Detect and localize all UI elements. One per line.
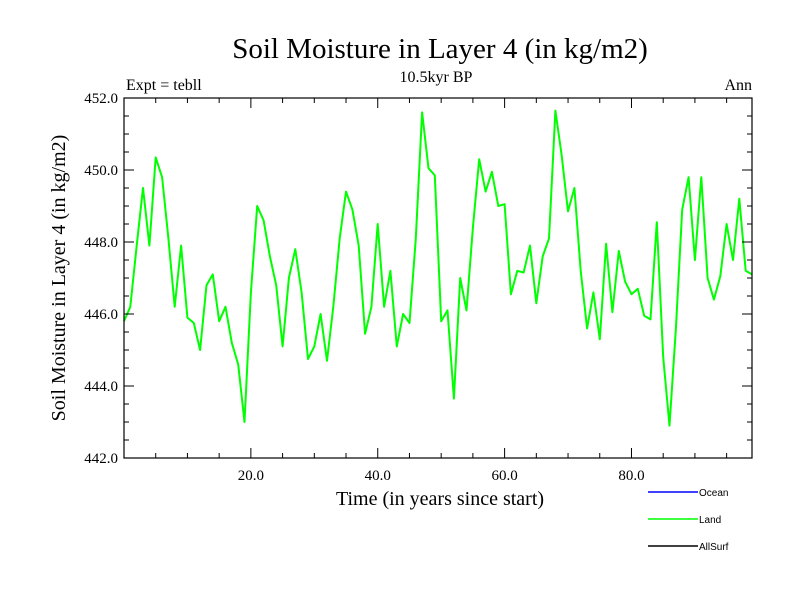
x-tick-label: 20.0 bbox=[238, 468, 264, 484]
y-tick-label: 452.0 bbox=[84, 91, 118, 107]
chart-subtitle: 10.5kyr BP bbox=[400, 69, 473, 86]
plot-frame bbox=[123, 97, 753, 459]
y-tick-label: 444.0 bbox=[84, 379, 118, 395]
y-tick-label: 448.0 bbox=[84, 235, 118, 251]
y-axis-label: Soil Moisture in Layer 4 (in kg/m2) bbox=[48, 135, 70, 422]
legend-label-allsurf: AllSurf bbox=[699, 542, 729, 553]
legend-label-ocean: Ocean bbox=[699, 488, 728, 499]
legend: Ocean Land AllSurf bbox=[648, 488, 729, 553]
x-axis-label: Time (in years since start) bbox=[336, 488, 544, 510]
x-tick-label: 40.0 bbox=[365, 468, 391, 484]
chart-title: Soil Moisture in Layer 4 (in kg/m2) bbox=[232, 33, 648, 65]
experiment-label: Expt = tebll bbox=[126, 77, 202, 94]
y-tick-label: 450.0 bbox=[84, 163, 118, 179]
y-tick-label: 446.0 bbox=[84, 307, 118, 323]
series-line-land bbox=[123, 109, 753, 427]
x-tick-label: 80.0 bbox=[618, 468, 644, 484]
legend-label-land: Land bbox=[699, 515, 721, 526]
x-tick-label: 60.0 bbox=[491, 468, 517, 484]
y-tick-label: 442.0 bbox=[84, 451, 118, 467]
season-label: Ann bbox=[724, 77, 752, 94]
plot-area: 20.0 40.0 60.0 80.0 442.0 444.0 446.0 448.0 450.… bbox=[84, 91, 753, 484]
